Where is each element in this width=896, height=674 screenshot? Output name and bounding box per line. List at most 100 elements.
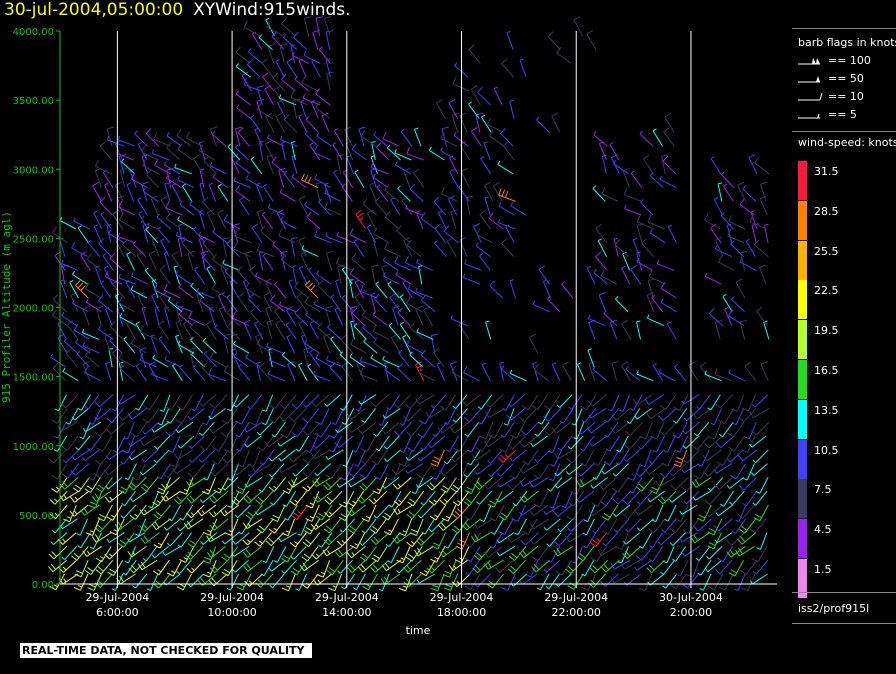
wind-barb-flag — [140, 537, 146, 544]
wind-barb-shaft — [422, 421, 434, 438]
wind-barb-flag — [150, 334, 155, 337]
wind-barb-flag — [344, 126, 352, 131]
wind-barb-flag — [122, 239, 128, 245]
wind-barb-flag — [415, 397, 420, 405]
wind-barb-shaft — [328, 532, 343, 546]
wind-barb-flag — [449, 427, 456, 434]
wind-barb-shaft — [525, 421, 539, 436]
wind-barb-shaft — [170, 394, 182, 411]
wind-barb-shaft — [119, 368, 135, 382]
wind-barb-flag — [301, 583, 308, 589]
wind-barb-shaft — [621, 532, 629, 550]
wind-barb-flag — [281, 558, 288, 563]
wind-barb-shaft — [242, 449, 250, 467]
wind-barb-shaft — [293, 37, 308, 50]
wind-barb-shaft — [125, 559, 137, 576]
wind-barb-shaft — [731, 299, 745, 313]
wind-barb-flag — [204, 557, 211, 561]
wind-barb-shaft — [95, 266, 102, 285]
wind-barb-flag — [151, 523, 157, 530]
wind-barb-flag — [423, 306, 430, 311]
wind-barb-flag — [704, 510, 710, 517]
wind-barb-shaft — [258, 37, 273, 50]
wind-barb-flag — [268, 567, 272, 572]
wind-barb-shaft — [73, 220, 91, 230]
wind-barb-flag — [349, 228, 354, 235]
wind-barb-flag — [431, 587, 438, 592]
wind-barb-flag — [346, 552, 352, 559]
wind-barb-flag — [75, 570, 83, 574]
wind-barb-flag — [520, 539, 526, 546]
wind-barb-shaft — [595, 256, 608, 271]
wind-barb-flag — [222, 237, 230, 240]
wind-barb-shaft — [481, 408, 491, 425]
wind-barb-flag — [120, 539, 127, 545]
wind-barb-shaft — [350, 476, 367, 488]
wind-barb-shaft — [267, 137, 284, 147]
wind-barb-shaft — [199, 142, 206, 161]
x-axis-ticks: 29-Jul-20046:00:0029-Jul-200410:00:0029-… — [85, 584, 723, 619]
wind-barb-shaft — [728, 315, 745, 327]
wind-barb-flag — [341, 422, 346, 425]
wind-barb-shaft — [757, 546, 768, 563]
wind-barb-shaft — [131, 178, 148, 189]
wind-barb-flag — [366, 515, 371, 519]
wind-barb-flag — [413, 168, 420, 174]
wind-barb-shaft — [404, 518, 413, 536]
speed-color-label: 28.5 — [814, 204, 839, 218]
wind-barb-flag — [669, 542, 674, 546]
wind-barb-shaft — [637, 221, 654, 230]
wind-barb-flag — [669, 498, 673, 503]
wind-barb-flag — [82, 427, 86, 432]
wind-barb-shaft — [467, 421, 480, 437]
wind-barb-flag — [404, 403, 411, 409]
wind-barb-flag — [49, 513, 56, 520]
wind-barb-flag — [397, 185, 401, 190]
wind-barb-shaft — [346, 156, 354, 174]
wind-barb-shaft — [745, 240, 756, 257]
wind-barb-flag — [603, 512, 611, 518]
wind-barb-flag — [95, 459, 102, 465]
wind-barb-flag — [431, 333, 439, 336]
wind-barb-flag — [292, 567, 300, 573]
wind-barb-shaft — [745, 559, 758, 575]
wind-barb-shaft — [370, 357, 387, 368]
wind-barb-flag — [383, 446, 388, 450]
wind-barb-flag — [96, 524, 103, 530]
wind-barb-flag — [283, 170, 288, 174]
wind-barb-flag — [153, 283, 158, 291]
wind-barb-flag — [358, 126, 366, 130]
wind-barb-shaft — [446, 449, 459, 465]
wind-barb-shaft — [533, 532, 549, 545]
wind-barb-shaft — [730, 546, 746, 558]
wind-barb-shaft — [705, 275, 722, 285]
wind-barb-shaft — [464, 263, 482, 271]
wind-barb-shaft — [249, 311, 263, 326]
wind-barb-flag — [62, 538, 66, 543]
wind-barb-shaft — [162, 477, 171, 495]
wind-barb-shaft — [714, 422, 722, 440]
wind-barb-shaft — [403, 435, 412, 453]
wind-barb-flag — [121, 502, 126, 507]
wind-barb-flag — [498, 530, 505, 536]
wind-barb-shaft — [749, 221, 767, 230]
wind-barb-flag — [347, 502, 355, 507]
wind-barb-shaft — [662, 490, 677, 505]
wind-barb-flag — [154, 158, 159, 166]
wind-barb-flag — [488, 212, 494, 219]
wind-barb-flag — [188, 434, 196, 439]
wind-barb-shaft — [498, 205, 515, 216]
wind-barb-shaft — [728, 221, 746, 230]
wind-barb-shaft — [375, 146, 390, 161]
wind-barb-shaft — [658, 372, 676, 382]
wind-barb-shaft — [747, 394, 757, 412]
wind-barb-flag — [134, 130, 138, 135]
wind-barb-shaft — [214, 518, 229, 531]
wind-barb-shaft — [325, 253, 333, 271]
wind-barb-shaft — [537, 449, 551, 463]
wind-barb-flag — [158, 487, 165, 492]
wind-barb-flag — [688, 361, 695, 366]
wind-barb-flag — [416, 579, 420, 584]
wind-barb-flag — [267, 203, 271, 209]
wind-barb-shaft — [492, 185, 503, 202]
